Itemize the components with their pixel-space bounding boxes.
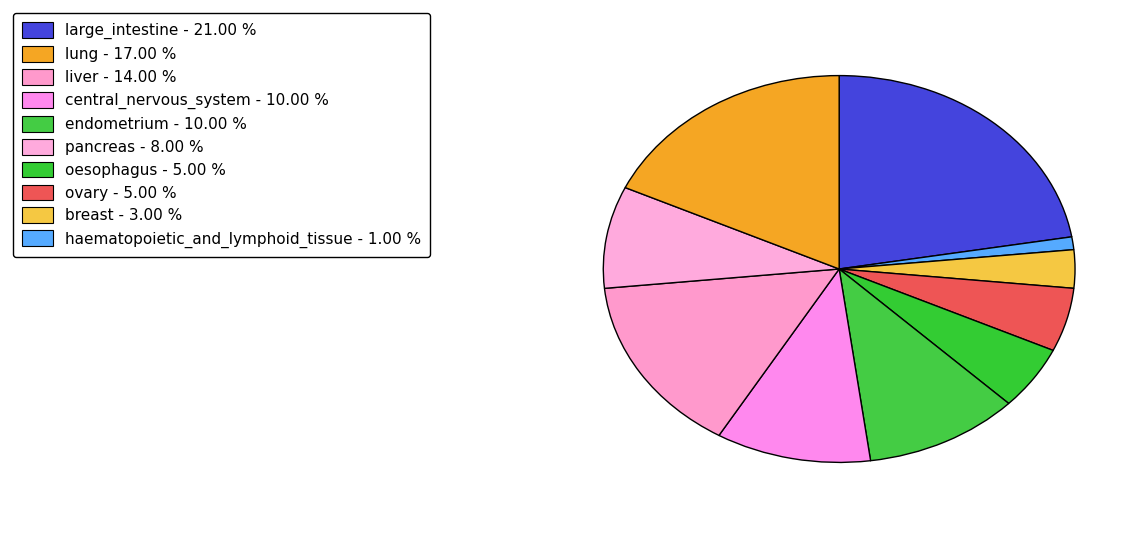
Wedge shape (839, 269, 1074, 350)
Wedge shape (839, 269, 1053, 404)
Wedge shape (839, 269, 1009, 461)
Legend: large_intestine - 21.00 %, lung - 17.00 %, liver - 14.00 %, central_nervous_syst: large_intestine - 21.00 %, lung - 17.00 … (14, 13, 430, 257)
Wedge shape (603, 188, 839, 288)
Wedge shape (625, 75, 839, 269)
Wedge shape (604, 269, 839, 435)
Wedge shape (719, 269, 871, 463)
Wedge shape (839, 237, 1074, 269)
Wedge shape (839, 75, 1072, 269)
Wedge shape (839, 250, 1075, 288)
